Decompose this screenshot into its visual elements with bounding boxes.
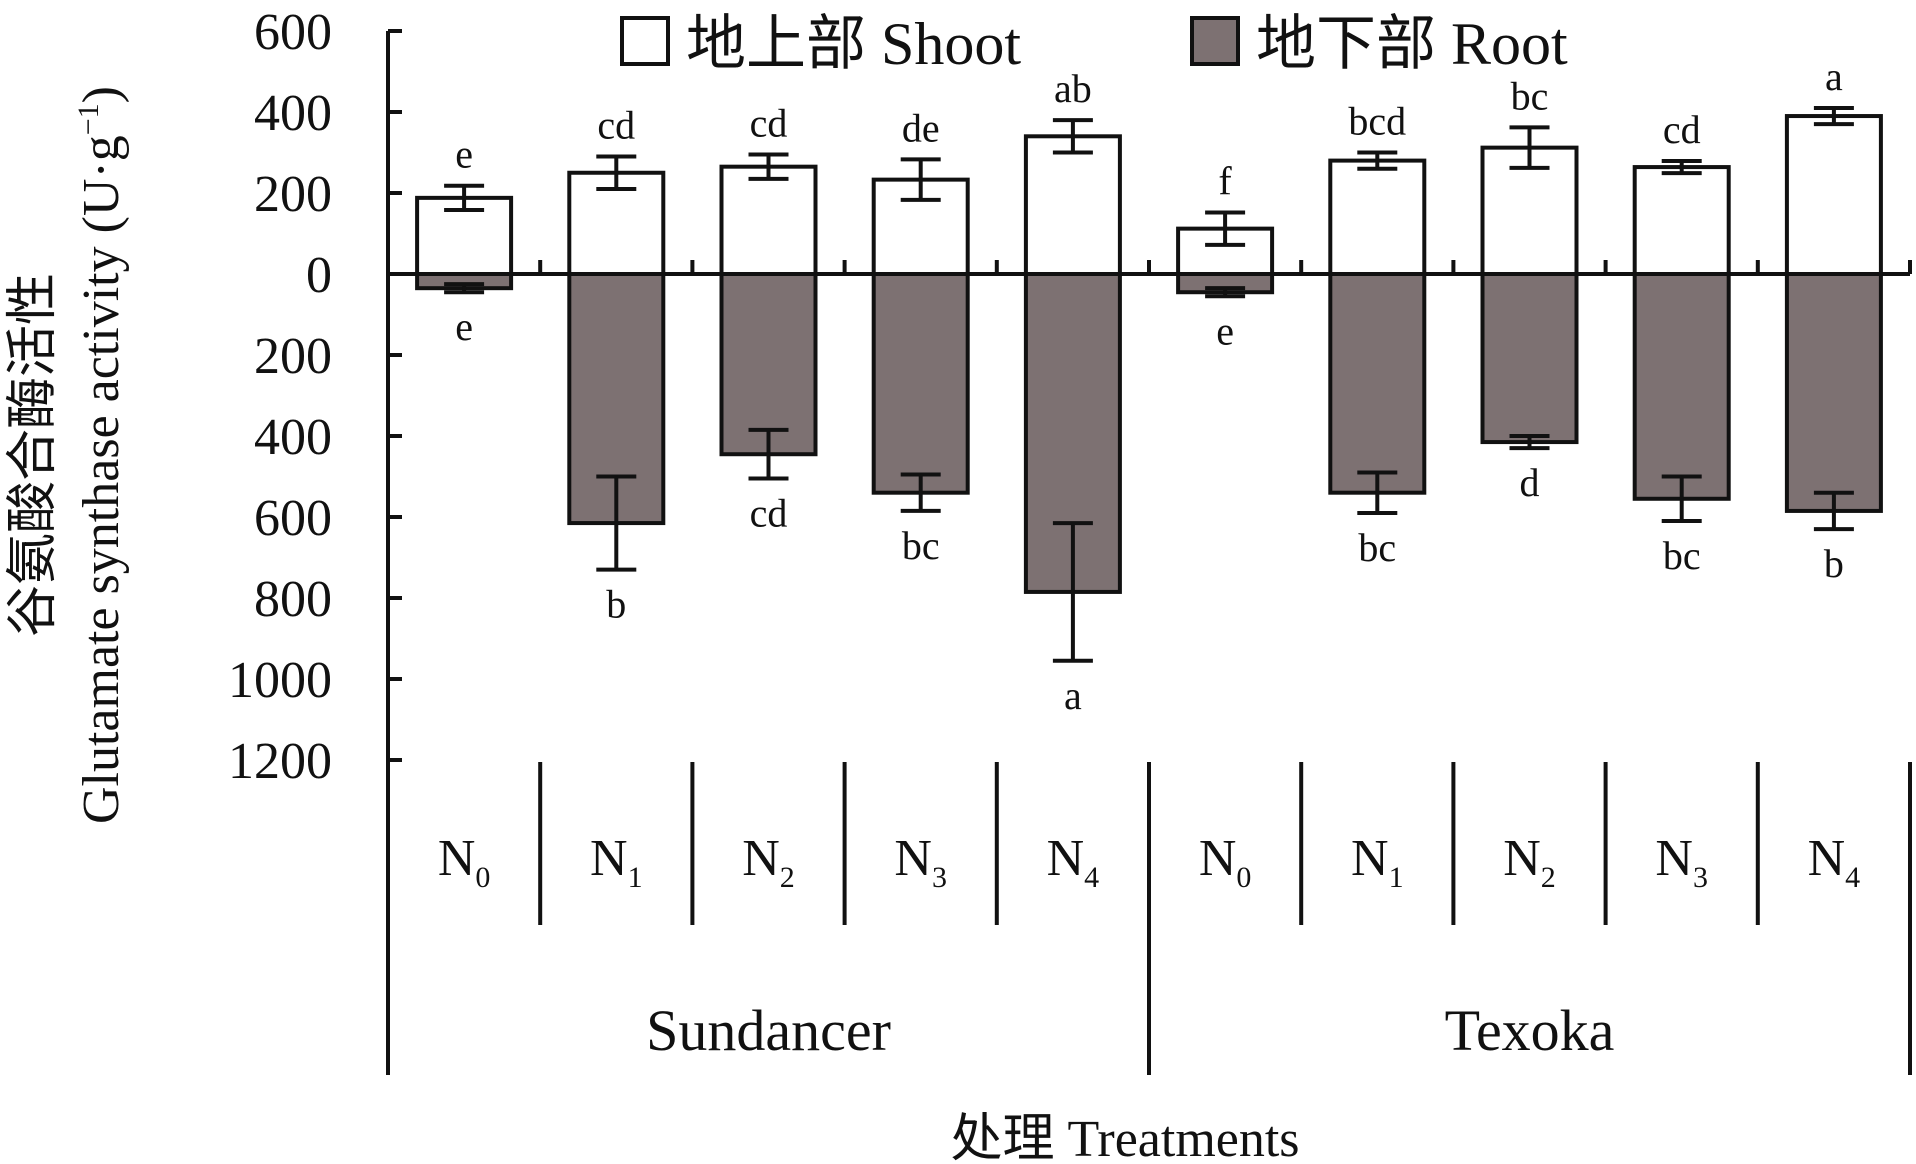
x-category-label: N0 xyxy=(438,830,491,894)
y-tick-label: 400 xyxy=(254,85,332,142)
shoot-significance-letter: cd xyxy=(750,101,788,146)
shoot-significance-letter: ab xyxy=(1054,66,1092,111)
legend-swatch xyxy=(1190,16,1240,66)
y-tick-label: 600 xyxy=(254,490,332,547)
x-category-label: N2 xyxy=(742,830,795,894)
shoot-bar xyxy=(719,164,818,276)
root-bar xyxy=(871,272,970,495)
shoot-significance-letter: a xyxy=(1825,54,1843,99)
root-significance-letter: cd xyxy=(750,491,788,536)
root-bar xyxy=(719,272,818,457)
y-tick-label: 200 xyxy=(254,166,332,223)
y-tick-label: 400 xyxy=(254,409,332,466)
root-bar xyxy=(1480,272,1579,445)
shoot-significance-letter: bcd xyxy=(1348,99,1406,144)
legend-swatch xyxy=(620,16,670,66)
root-significance-letter: e xyxy=(1216,308,1234,353)
shoot-bar xyxy=(1328,158,1427,277)
root-significance-letter: bc xyxy=(1663,533,1701,578)
y-tick-label: 1000 xyxy=(228,652,332,709)
x-category-label: N4 xyxy=(1808,830,1861,894)
root-significance-letter: b xyxy=(606,582,626,627)
shoot-significance-letter: f xyxy=(1218,158,1232,203)
x-category-label: N3 xyxy=(1655,830,1708,894)
y-tick-label: 600 xyxy=(254,4,332,61)
x-category-label: N1 xyxy=(590,830,643,894)
y-tick-label: 200 xyxy=(254,328,332,385)
x-category-labels: N0 N1 N2 N3 N4 N0 N1 N2 N3 N4 Sundancer Texoka xyxy=(438,762,1912,1075)
y-tick-label: 800 xyxy=(254,571,332,628)
y-axis-title-cn-text: 谷氨酸合酶活性 xyxy=(5,273,62,637)
x-category-label: N1 xyxy=(1351,830,1404,894)
legend-label: 地下部 Root xyxy=(1256,11,1568,77)
x-category-label: N4 xyxy=(1047,830,1100,894)
root-significance-letter: e xyxy=(455,304,473,349)
group-label: Texoka xyxy=(1445,998,1615,1063)
x-axis-title: 处理 Treatments xyxy=(950,1111,1299,1164)
x-category-label: N2 xyxy=(1503,830,1556,894)
shoot-significance-letter: cd xyxy=(1663,107,1701,152)
y-axis-title-en: Glutamate synthase activity (U·g−1) xyxy=(72,86,130,824)
y-axis-title-cn: 谷氨酸合酶活性 xyxy=(5,273,62,637)
shoot-bar xyxy=(1784,114,1883,276)
root-significance-letter: a xyxy=(1064,673,1082,718)
root-bar xyxy=(1632,272,1731,501)
y-axis-title-en-text: Glutamate synthase activity (U·g−1) xyxy=(72,86,130,824)
y-tick-label: 0 xyxy=(306,247,332,304)
shoot-bar xyxy=(1632,165,1731,276)
x-axis-title-text: 处理 Treatments xyxy=(950,1111,1299,1164)
shoot-bar xyxy=(1023,134,1122,276)
shoot-significance-letter: cd xyxy=(597,103,635,148)
root-significance-letter: bc xyxy=(1358,525,1396,570)
x-category-label: N0 xyxy=(1199,830,1252,894)
root-bar xyxy=(1328,272,1427,495)
shoot-significance-letter: de xyxy=(902,105,940,150)
root-significance-letter: bc xyxy=(902,523,940,568)
legend-label: 地上部 Shoot xyxy=(686,11,1021,77)
x-category-label: N3 xyxy=(894,830,947,894)
shoot-significance-letter: bc xyxy=(1511,73,1549,118)
y-axis-title: 谷氨酸合酶活性 Glutamate synthase activity (U·g−… xyxy=(5,86,130,824)
shoot-significance-letter: e xyxy=(455,132,473,177)
y-tick-label: 1200 xyxy=(228,733,332,790)
root-significance-letter: d xyxy=(1520,460,1540,505)
legend: 地上部 Shoot 地下部 Root xyxy=(620,11,1568,77)
group-label: Sundancer xyxy=(646,998,891,1063)
root-significance-letter: b xyxy=(1824,541,1844,586)
root-bar xyxy=(1784,272,1883,513)
